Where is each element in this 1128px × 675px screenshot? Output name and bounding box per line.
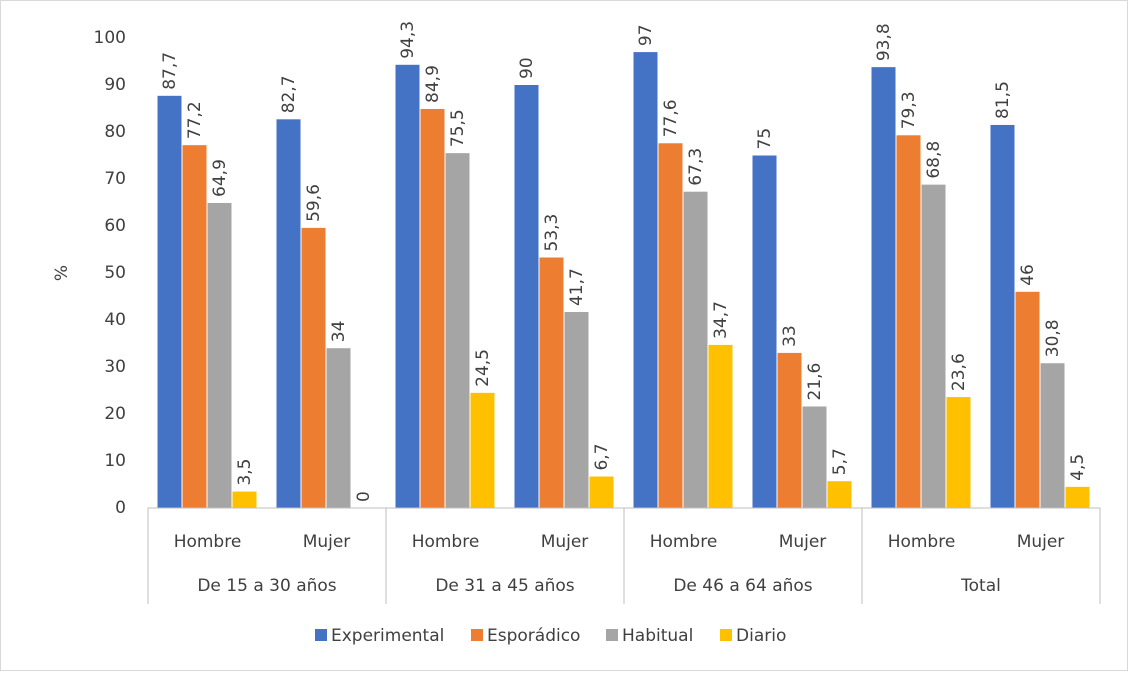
legend-swatch — [471, 629, 483, 641]
bar — [301, 227, 326, 508]
y-tick-label: 100 — [94, 28, 126, 48]
data-label: 4,5 — [1068, 454, 1088, 481]
bar — [232, 491, 257, 508]
data-label: 97 — [636, 24, 656, 46]
y-tick-label: 0 — [115, 498, 126, 518]
y-axis-label: % — [52, 265, 72, 281]
group-label: Total — [960, 576, 1001, 596]
data-label: 21,6 — [805, 363, 825, 401]
x-tick-label: Hombre — [888, 532, 956, 552]
bar — [1015, 291, 1040, 508]
data-label: 0 — [354, 491, 374, 502]
bar — [470, 392, 495, 508]
data-label: 41,7 — [567, 268, 587, 306]
x-tick-label: Hombre — [650, 532, 718, 552]
data-label: 46 — [1018, 264, 1038, 286]
bar — [514, 85, 539, 508]
bar — [990, 124, 1015, 508]
y-tick-label: 30 — [104, 357, 126, 377]
bar — [157, 95, 182, 508]
x-tick-label: Hombre — [174, 532, 242, 552]
bar — [827, 481, 852, 508]
data-label: 53,3 — [542, 214, 562, 252]
bar — [564, 312, 589, 508]
data-label: 67,3 — [686, 148, 706, 186]
bar — [871, 67, 896, 508]
bar — [896, 135, 921, 509]
legend-label: Experimental — [331, 626, 444, 646]
data-label: 75 — [755, 128, 775, 150]
data-label: 79,3 — [899, 91, 919, 129]
y-tick-label: 80 — [104, 122, 126, 142]
bar — [921, 184, 946, 508]
data-label: 59,6 — [304, 184, 324, 222]
bar — [683, 191, 708, 508]
data-label: 94,3 — [398, 21, 418, 59]
y-tick-label: 70 — [104, 169, 126, 189]
y-tick-label: 10 — [104, 451, 126, 471]
data-label: 3,5 — [235, 459, 255, 486]
bar — [276, 119, 301, 508]
data-label: 77,6 — [661, 99, 681, 137]
data-label: 5,7 — [830, 448, 850, 475]
bar — [1040, 363, 1065, 508]
data-label: 87,7 — [160, 52, 180, 90]
bar — [182, 145, 207, 508]
bar — [708, 344, 733, 508]
data-label: 34,7 — [711, 301, 731, 339]
data-label: 77,2 — [185, 101, 205, 139]
data-label: 24,5 — [473, 349, 493, 387]
bar — [777, 352, 802, 508]
y-tick-label: 20 — [104, 404, 126, 424]
data-label: 82,7 — [279, 75, 299, 113]
bar — [633, 52, 658, 508]
data-label: 23,6 — [949, 353, 969, 391]
x-tick-label: Mujer — [541, 532, 589, 552]
data-label: 68,8 — [924, 141, 944, 179]
data-label: 81,5 — [993, 81, 1013, 119]
bar — [395, 64, 420, 508]
x-tick-label: Mujer — [1017, 532, 1065, 552]
bar — [946, 397, 971, 508]
legend-swatch — [720, 629, 732, 641]
bar — [539, 257, 564, 508]
bar — [420, 108, 445, 508]
data-label: 93,8 — [874, 23, 894, 61]
legend-label: Habitual — [622, 626, 693, 646]
y-tick-label: 40 — [104, 310, 126, 330]
bar — [445, 153, 470, 508]
y-tick-label: 50 — [104, 263, 126, 283]
group-label: De 15 a 30 años — [197, 576, 336, 596]
data-label: 75,5 — [448, 109, 468, 147]
legend-swatch — [606, 629, 618, 641]
legend-label: Esporádico — [487, 626, 580, 646]
bar — [802, 406, 827, 508]
bar — [658, 143, 683, 508]
legend-label: Diario — [736, 626, 786, 646]
group-label: De 46 a 64 años — [673, 576, 812, 596]
bar — [326, 348, 351, 508]
data-label: 84,9 — [423, 65, 443, 103]
bar — [1065, 486, 1090, 508]
data-label: 64,9 — [210, 159, 230, 197]
legend-swatch — [315, 629, 327, 641]
data-label: 34 — [329, 321, 349, 343]
bar — [752, 155, 777, 508]
y-tick-label: 60 — [104, 216, 126, 236]
group-label: De 31 a 45 años — [435, 576, 574, 596]
y-tick-label: 90 — [104, 75, 126, 95]
x-tick-label: Hombre — [412, 532, 480, 552]
data-label: 90 — [517, 57, 537, 79]
bar — [589, 476, 614, 508]
x-tick-label: Mujer — [779, 532, 827, 552]
x-tick-label: Mujer — [303, 532, 351, 552]
bar — [207, 202, 232, 508]
data-label: 6,7 — [592, 443, 612, 470]
data-label: 33 — [780, 325, 800, 347]
data-label: 30,8 — [1043, 319, 1063, 357]
